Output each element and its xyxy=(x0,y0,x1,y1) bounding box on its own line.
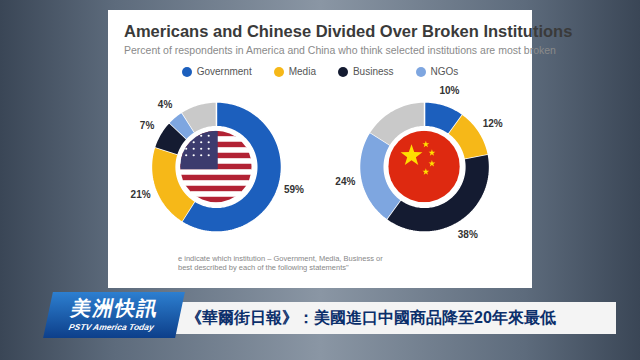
html-text:Business: Business xyxy=(353,66,394,77)
html-text:PSTV America Today: PSTV America Today xyxy=(67,322,155,332)
svg-text:7%: 7% xyxy=(140,120,155,131)
html-text:Percent of respondents in Amer: Percent of respondents in America and Ch… xyxy=(124,44,556,56)
html-text:NGOs: NGOs xyxy=(430,66,459,77)
svg-text:12%: 12% xyxy=(483,118,503,129)
svg-text:21%: 21% xyxy=(131,189,151,200)
html-text:e indicate which institution –: e indicate which institution – Governmen… xyxy=(178,254,383,263)
svg-text:4%: 4% xyxy=(158,99,173,110)
html-text:Government: Government xyxy=(196,66,252,77)
svg-text:24%: 24% xyxy=(335,176,355,187)
svg-text:10%: 10% xyxy=(439,85,459,96)
html-text:best described by each of the: best described by each of the following … xyxy=(178,263,349,272)
html-text:Media: Media xyxy=(288,66,316,77)
svg-text:38%: 38% xyxy=(458,229,478,240)
html-text:Americans and Chinese Divided: Americans and Chinese Divided Over Broke… xyxy=(124,22,573,40)
html-text:美洲快訊: 美洲快訊 xyxy=(69,297,162,319)
html-text:《華爾街日報》：美國進口中國商品降至20年來最低: 《華爾街日報》：美國進口中國商品降至20年來最低 xyxy=(186,309,556,326)
svg-text:59%: 59% xyxy=(284,184,304,195)
